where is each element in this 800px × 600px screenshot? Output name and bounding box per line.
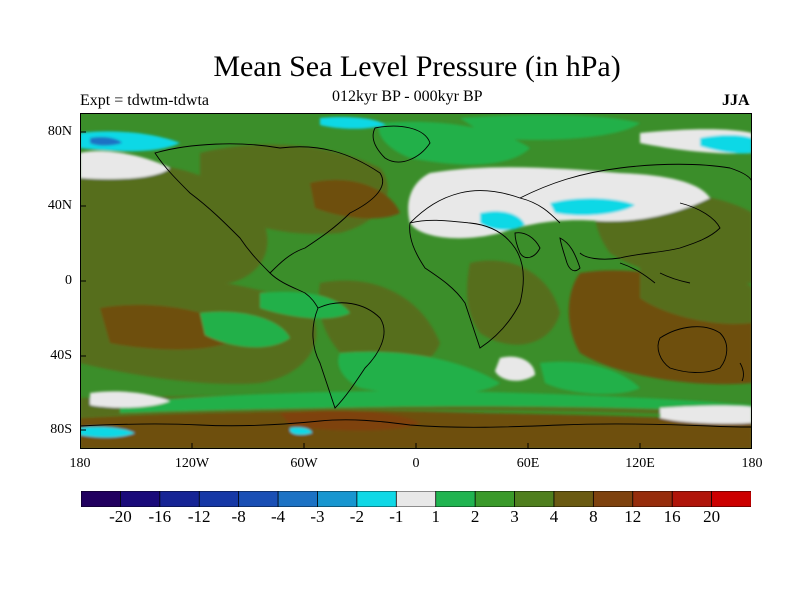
- colorbar-label: -1: [389, 507, 404, 526]
- coast-south-america: [312, 302, 385, 409]
- colorbar-swatch: [592, 491, 634, 507]
- arctic-cyan-west: [80, 131, 180, 152]
- lon-label-60w: 60W: [290, 456, 318, 471]
- indian-green: [540, 361, 640, 395]
- arctic-cyan-east: [700, 134, 752, 154]
- colorbar-swatch: [120, 491, 161, 507]
- arctic-green: [460, 114, 640, 140]
- colorbar-label: -4: [270, 507, 286, 526]
- colorbar-label: 16: [663, 507, 681, 526]
- lat-label-80s: 80S: [50, 422, 72, 437]
- colorbar-label: 4: [549, 507, 559, 526]
- lat-label-80n: 80N: [47, 124, 72, 139]
- arctic-blue-spot: [90, 136, 122, 146]
- lon-label-120w: 120W: [174, 456, 210, 471]
- colorbar-swatch: [671, 491, 713, 507]
- chart-subtitle: 012kyr BP - 000kyr BP: [332, 88, 483, 105]
- colorbar-swatch: [435, 491, 476, 507]
- lon-label-120e: 120E: [625, 456, 655, 471]
- axis-ticks: [80, 131, 641, 449]
- africa-olive: [467, 260, 560, 345]
- coast-europe: [409, 190, 561, 224]
- colorbar-label: -20: [109, 507, 132, 526]
- coast-arabia: [514, 232, 541, 259]
- pressure-map: [80, 113, 752, 449]
- south-atlantic-green: [338, 351, 500, 395]
- arctic-grey-west: [80, 151, 170, 180]
- colorbar-label: 3: [510, 507, 519, 526]
- southern-grey-west: [90, 391, 170, 408]
- southern-ocean-brown: [80, 410, 752, 449]
- lat-label-0: 0: [65, 273, 72, 288]
- colorbar-swatch: [277, 491, 319, 507]
- mideast-cyan: [480, 211, 525, 231]
- pressure-contours: [80, 114, 752, 449]
- colorbar-label: 20: [703, 507, 721, 526]
- coast-africa: [409, 219, 524, 349]
- chart-title: Mean Sea Level Pressure (in hPa): [213, 50, 621, 83]
- coast-australia: [657, 326, 728, 373]
- colorbar-swatch: [395, 491, 437, 507]
- west-pacific-olive: [640, 262, 752, 324]
- coast-central-america: [269, 272, 319, 309]
- colorbar-swatch: [632, 491, 673, 507]
- colorbar-swatch: [238, 491, 279, 507]
- colorbar-label: 12: [624, 507, 642, 526]
- lon-label-60e: 60E: [516, 456, 540, 471]
- coast-new-zealand: [739, 362, 744, 382]
- colorbar-label: 1: [431, 507, 440, 526]
- colorbar-swatch: [711, 491, 751, 507]
- coast-greenland: [372, 125, 431, 163]
- antarctic-cyan: [80, 426, 135, 438]
- coast-india: [559, 237, 581, 272]
- colorbar: [81, 491, 751, 507]
- colorbar-swatch: [474, 491, 516, 507]
- lat-label-40s: 40S: [50, 348, 72, 363]
- southern-green-belt: [120, 391, 752, 413]
- equatorial-green: [260, 291, 350, 319]
- colorbar-label: -2: [349, 507, 364, 526]
- coast-antarctica: [80, 419, 752, 428]
- antarctic-brown: [280, 410, 420, 431]
- southern-grey-east: [660, 405, 752, 424]
- colorbar-label: -12: [187, 507, 211, 526]
- colorbar-label: -3: [310, 507, 325, 526]
- coastlines: [80, 125, 752, 428]
- north-atlantic-brown: [310, 179, 400, 219]
- colorbar-swatch: [81, 491, 122, 507]
- lon-label-180-east: 180: [741, 456, 763, 471]
- colorbar-label: -16: [148, 507, 172, 526]
- lat-label-40n: 40N: [47, 198, 72, 213]
- antarctic-cyan-2: [290, 427, 312, 435]
- colorbar-label: 2: [470, 507, 480, 526]
- colorbar-swatch: [553, 491, 595, 507]
- colorbar-label: 8: [589, 507, 598, 526]
- season-label: JJA: [722, 92, 750, 109]
- lon-label-0: 0: [412, 456, 420, 471]
- colorbar-swatch: [356, 491, 397, 507]
- experiment-label: Expt = tdwtm-tdwta: [80, 92, 210, 109]
- colorbar-label: -8: [231, 507, 246, 526]
- asia-cyan: [550, 198, 635, 216]
- lon-label-180-west: 180: [69, 456, 91, 471]
- colorbar-swatch: [317, 491, 358, 507]
- coast-southeast-asia: [619, 262, 691, 284]
- coast-north-america: [154, 143, 384, 274]
- pacific-east-green: [200, 311, 290, 348]
- coast-asia: [519, 163, 752, 260]
- south-atlantic-grey: [495, 356, 535, 381]
- arctic-cyan-mid: [320, 116, 385, 129]
- colorbar-swatch: [514, 491, 555, 507]
- colorbar-swatch: [159, 491, 200, 507]
- colorbar-swatch: [198, 491, 240, 507]
